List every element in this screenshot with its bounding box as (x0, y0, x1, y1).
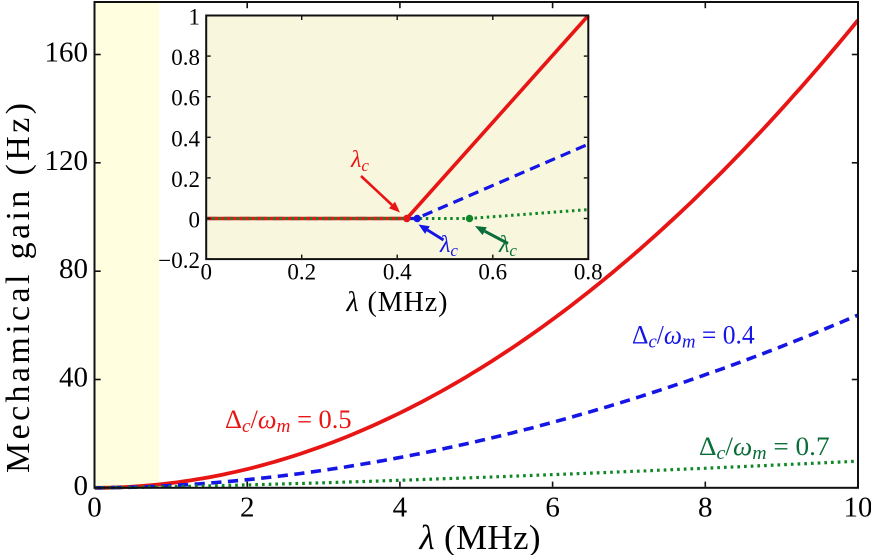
svg-text:0.2: 0.2 (287, 260, 316, 285)
svg-text:0: 0 (200, 260, 212, 285)
svg-text:0.4: 0.4 (171, 126, 200, 151)
svg-text:λ (MHz): λ (MHz) (419, 518, 541, 555)
svg-text:Mechamical gain (Hz): Mechamical gain (Hz) (0, 103, 37, 473)
svg-text:0.6: 0.6 (171, 86, 200, 111)
svg-text:120: 120 (45, 145, 89, 177)
svg-text:0.8: 0.8 (574, 260, 603, 285)
svg-text:40: 40 (59, 362, 88, 394)
svg-text:80: 80 (59, 253, 88, 285)
svg-text:1: 1 (189, 5, 201, 30)
svg-text:0.4: 0.4 (383, 260, 412, 285)
svg-text:0: 0 (87, 492, 102, 524)
svg-text:10: 10 (844, 492, 871, 524)
svg-text:4: 4 (393, 492, 408, 524)
svg-text:6: 6 (545, 492, 560, 524)
svg-text:λ (MHz): λ (MHz) (346, 287, 448, 318)
svg-text:0: 0 (189, 208, 201, 233)
svg-text:160: 160 (45, 37, 89, 69)
svg-text:8: 8 (698, 492, 713, 524)
svg-text:−0.2: −0.2 (158, 248, 200, 273)
svg-text:0: 0 (74, 470, 89, 502)
svg-text:2: 2 (240, 492, 255, 524)
svg-text:0.6: 0.6 (478, 260, 507, 285)
svg-text:0.8: 0.8 (171, 45, 200, 70)
svg-text:0.2: 0.2 (171, 167, 200, 192)
